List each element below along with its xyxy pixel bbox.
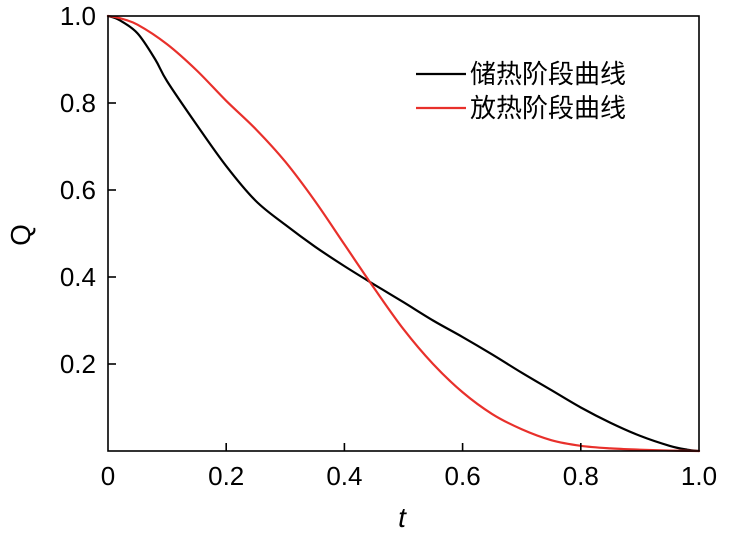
y-tick-label: 0.8 (60, 88, 96, 118)
x-tick-label: 1.0 (681, 461, 717, 491)
y-tick-label: 0.4 (60, 262, 96, 292)
y-tick-label: 0.6 (60, 175, 96, 205)
tick-layer (108, 102, 582, 451)
y-tick-label: 1.0 (60, 1, 96, 31)
series-line-2 (106, 14, 701, 453)
legend-label-1: 储热阶段曲线 (470, 60, 626, 90)
y-axis-label: Q (5, 224, 36, 246)
x-tick-label: 0 (101, 461, 115, 491)
x-tick-label: 0.6 (445, 461, 481, 491)
tick-label-layer: 0 0.2 0.4 0.6 0.8 1.0 0.2 0.4 0.6 0.8 1.0 (60, 1, 717, 491)
series-layer (106, 14, 701, 453)
legend-label-2: 放热阶段曲线 (470, 94, 626, 124)
x-tick-label: 0.2 (208, 461, 244, 491)
plot-frame (107, 15, 700, 452)
x-tick-label: 0.4 (326, 461, 362, 491)
x-tick-label: 0.8 (563, 461, 599, 491)
y-tick-label: 0.2 (60, 349, 96, 379)
series-line-1 (106, 14, 701, 453)
x-axis-label: t (398, 502, 407, 533)
